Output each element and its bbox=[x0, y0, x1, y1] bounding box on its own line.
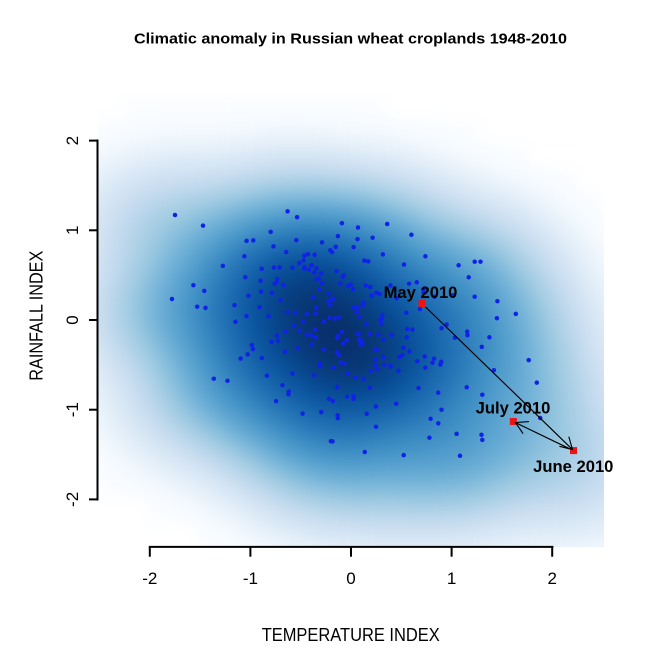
svg-text:1: 1 bbox=[447, 569, 456, 588]
svg-text:-1: -1 bbox=[243, 569, 258, 588]
svg-text:1: 1 bbox=[63, 226, 82, 235]
svg-text:0: 0 bbox=[346, 569, 355, 588]
svg-text:-1: -1 bbox=[63, 402, 82, 417]
svg-text:Climatic anomaly in Russian wh: Climatic anomaly in Russian wheat cropla… bbox=[134, 32, 567, 48]
svg-text:-2: -2 bbox=[63, 492, 82, 507]
svg-text:TEMPERATURE INDEX: TEMPERATURE INDEX bbox=[262, 624, 440, 645]
svg-text:0: 0 bbox=[63, 315, 82, 324]
svg-text:May 2010: May 2010 bbox=[384, 283, 458, 302]
svg-text:RAINFALL INDEX: RAINFALL INDEX bbox=[26, 251, 47, 381]
svg-text:2: 2 bbox=[63, 136, 82, 145]
svg-text:-2: -2 bbox=[142, 569, 157, 588]
svg-text:July 2010: July 2010 bbox=[476, 399, 551, 418]
svg-text:June 2010: June 2010 bbox=[533, 457, 613, 476]
svg-text:2: 2 bbox=[547, 569, 556, 588]
